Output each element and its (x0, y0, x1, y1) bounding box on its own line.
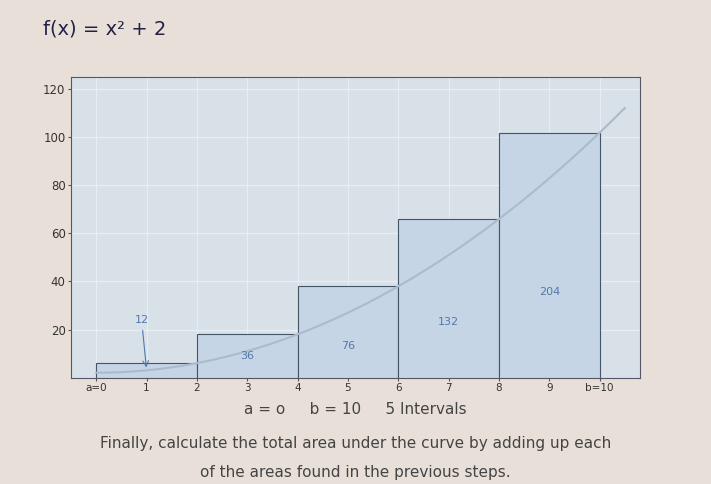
Bar (499, 133, 599, 378)
Text: f(x) = x² + 2: f(x) = x² + 2 (43, 19, 166, 38)
Text: 36: 36 (240, 351, 255, 361)
Text: 204: 204 (539, 287, 560, 297)
Bar (298, 287, 398, 378)
Text: 12: 12 (134, 315, 149, 366)
Bar (96, 363, 197, 378)
Text: 132: 132 (438, 317, 459, 327)
Text: a = o     b = 10     5 Intervals: a = o b = 10 5 Intervals (244, 402, 467, 417)
Bar (197, 334, 298, 378)
Text: of the areas found in the previous steps.: of the areas found in the previous steps… (201, 465, 510, 480)
Text: 76: 76 (341, 341, 355, 350)
Text: Finally, calculate the total area under the curve by adding up each: Finally, calculate the total area under … (100, 436, 611, 451)
Bar (398, 219, 499, 378)
